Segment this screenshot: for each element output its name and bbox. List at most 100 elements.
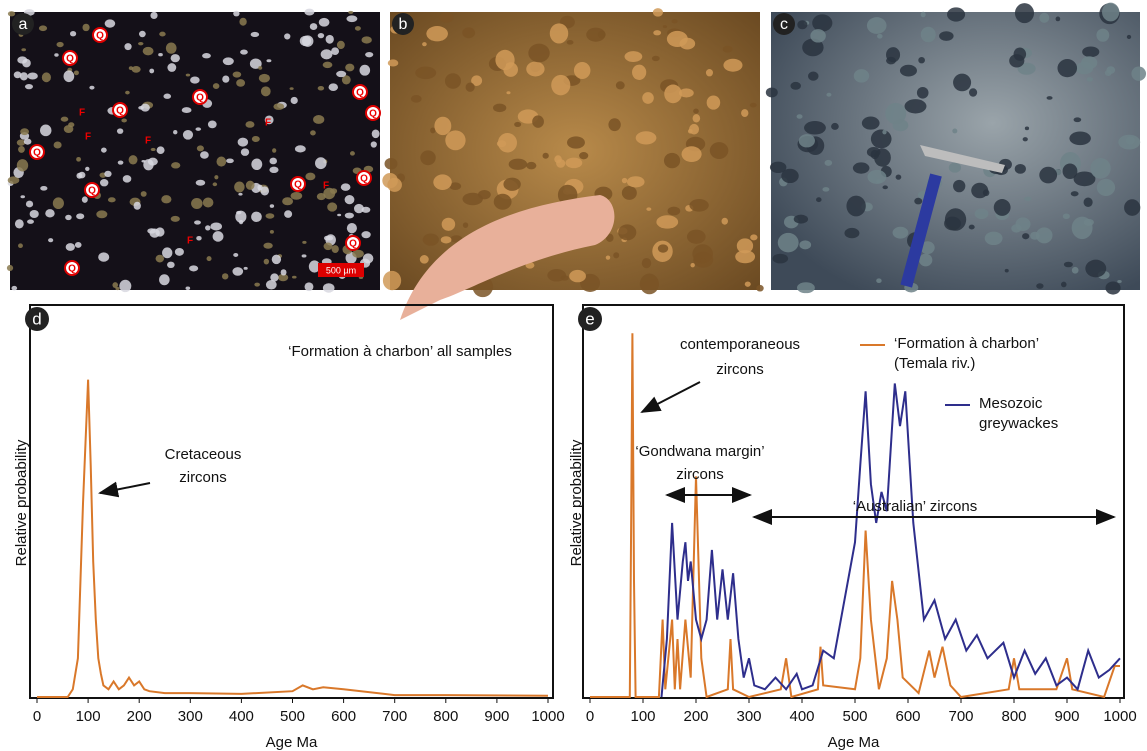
photo-grain xyxy=(798,134,815,148)
photo-grain xyxy=(662,25,668,29)
photo-grain xyxy=(185,286,191,291)
photo-grain xyxy=(222,75,230,83)
panel-label-bg xyxy=(12,13,34,35)
photo-grain xyxy=(569,269,586,283)
scale-bar-label: 500 µm xyxy=(326,265,356,275)
photo-grain xyxy=(1102,2,1120,22)
photo-grain xyxy=(969,88,978,97)
photo-grain xyxy=(202,197,214,208)
photo-grain xyxy=(258,65,263,70)
photo-grain xyxy=(693,108,699,114)
photo-grain xyxy=(336,70,347,78)
photo-grain xyxy=(371,129,380,139)
photo-grain xyxy=(1046,96,1053,100)
photo-grain xyxy=(663,152,681,169)
photo-grain xyxy=(328,83,339,92)
photo-grain xyxy=(142,46,154,56)
photo-grain xyxy=(73,70,79,76)
mineral-marker: F xyxy=(145,136,151,147)
scale-bar xyxy=(318,263,364,277)
photo-grain xyxy=(365,51,374,58)
photo-grain xyxy=(22,58,31,68)
photo-grain xyxy=(947,7,966,22)
photo-grain xyxy=(1039,166,1058,184)
photo-grain xyxy=(861,116,880,130)
photo-grain xyxy=(692,244,714,264)
photo-grain xyxy=(327,202,338,212)
photo-grain xyxy=(232,71,242,78)
photo-grain xyxy=(667,206,681,216)
annotation: zircons xyxy=(179,469,227,486)
photo-grain xyxy=(700,258,706,264)
photo-grain xyxy=(639,273,659,295)
photo-grain xyxy=(308,260,321,273)
x-tick-label: 600 xyxy=(331,708,356,725)
photo-grain xyxy=(690,263,695,268)
photo-grain xyxy=(497,133,518,153)
x-axis-label: Age Ma xyxy=(266,734,318,751)
photo-grain xyxy=(471,75,483,86)
photo-grain xyxy=(1096,178,1116,197)
photo-grain xyxy=(430,127,436,134)
photo-grain xyxy=(1015,217,1031,232)
photo-grain xyxy=(692,114,701,123)
photo-grain xyxy=(384,157,398,170)
photo-grain xyxy=(269,157,278,165)
photo-grain xyxy=(162,247,173,259)
photo-grain xyxy=(337,213,342,217)
photo-grain xyxy=(240,49,248,55)
photo-grain xyxy=(1073,171,1096,187)
photo-grain xyxy=(239,17,247,26)
photo-grain xyxy=(125,90,130,95)
panel-label-bg xyxy=(25,307,49,331)
photo-grain xyxy=(565,157,583,169)
photo-grain xyxy=(233,10,240,17)
photo-grain xyxy=(750,234,758,241)
annotation: ‘Formation à charbon’ all samples xyxy=(288,343,512,360)
photo-grain xyxy=(844,227,860,239)
photo-grain xyxy=(824,159,833,166)
photo-grain xyxy=(624,51,643,62)
photo-grain xyxy=(89,85,95,90)
panel-label: b xyxy=(399,16,408,33)
annotation: ‘Australian’ zircons xyxy=(853,498,978,515)
photo-grain xyxy=(317,33,325,39)
photo-grain xyxy=(265,279,277,290)
mineral-marker: F xyxy=(323,181,329,192)
x-tick-label: 1000 xyxy=(531,708,564,725)
photo-grain xyxy=(150,11,158,20)
data-line xyxy=(37,379,549,698)
photo-grain xyxy=(38,25,48,32)
photo-grain xyxy=(573,62,591,79)
photo-grain xyxy=(249,58,262,69)
photo-grain xyxy=(1030,231,1040,240)
photo-grain xyxy=(736,238,754,254)
annotation-arrow xyxy=(98,481,151,498)
photo-grain xyxy=(284,210,293,218)
photo-grain xyxy=(226,158,234,164)
photo-grain xyxy=(143,159,154,171)
panel-label-bg xyxy=(578,307,602,331)
marker-circle xyxy=(112,102,128,118)
photo-grain xyxy=(290,192,303,200)
photo-grain xyxy=(765,87,778,98)
photo-grain xyxy=(387,177,402,192)
photo-grain xyxy=(953,73,972,92)
photo-grain xyxy=(98,252,110,262)
mineral-marker: Q xyxy=(349,239,357,250)
photo-grain xyxy=(320,49,333,60)
x-tick-label: 1000 xyxy=(1103,708,1136,725)
photo-finger xyxy=(400,195,615,320)
photo-grain xyxy=(18,146,25,153)
photo-grain xyxy=(1039,12,1050,23)
photo-grain xyxy=(260,186,270,196)
photo-grain xyxy=(462,222,469,228)
x-tick-label: 400 xyxy=(229,708,254,725)
photo-grain xyxy=(96,210,108,219)
photo-grain xyxy=(621,185,637,200)
photo-grain xyxy=(1057,59,1078,78)
photo-grain xyxy=(916,86,929,99)
photo-grain xyxy=(341,75,351,85)
photo-grain xyxy=(904,99,927,114)
photo-grain xyxy=(877,33,883,39)
